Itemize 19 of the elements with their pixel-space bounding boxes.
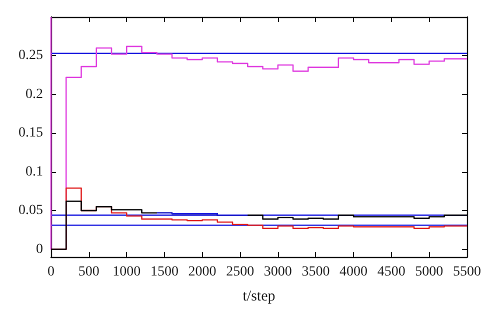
x-tick-label: 3000 xyxy=(264,264,292,280)
x-tick-label: 5500 xyxy=(453,264,481,280)
x-tick-label: 4500 xyxy=(377,264,406,280)
x-tick-label: 4000 xyxy=(340,264,368,280)
x-tick-label: 2000 xyxy=(188,264,216,280)
x-tick-label: 1500 xyxy=(150,264,178,280)
y-tick-label: 0.15 xyxy=(18,126,43,141)
y-tick-label: 0.05 xyxy=(18,203,43,218)
y-tick-label: 0.25 xyxy=(18,48,43,64)
y-tick-label: 0 xyxy=(36,242,43,257)
x-axis-title: t/step xyxy=(242,288,276,304)
x-tick-label: 3500 xyxy=(302,264,330,280)
x-tick-label: 5000 xyxy=(415,264,444,280)
y-tick-label: 0.1 xyxy=(26,164,43,180)
x-tick-label: 2500 xyxy=(226,264,254,280)
x-tick-label: 0 xyxy=(48,264,54,280)
x-tick-label: 500 xyxy=(78,264,100,280)
y-tick-label: 0.2 xyxy=(26,86,43,102)
x-tick-label: 1000 xyxy=(112,264,141,280)
